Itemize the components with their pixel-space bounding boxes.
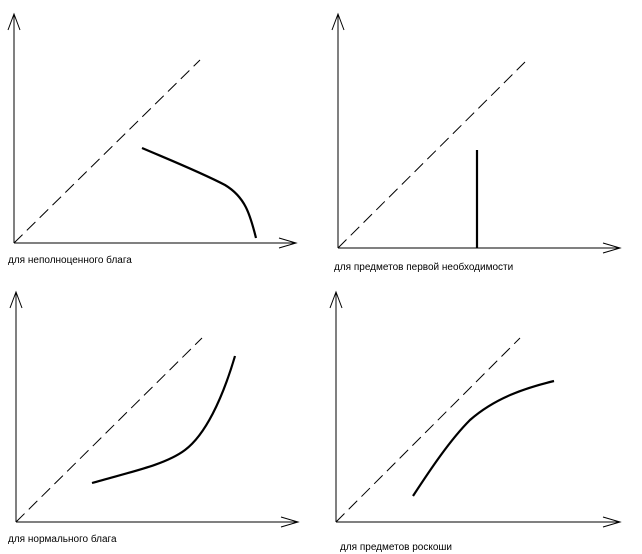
engel-curve [141,146,258,239]
engel-curve [412,379,555,497]
y-axis [331,12,345,248]
y-axis [9,290,23,522]
y-axis [7,12,21,243]
diagonal-dashed-line [15,337,203,523]
panel-caption-inferior: для неполноценного блага [8,255,132,266]
panel-caption-luxury: для предметов роскоши [340,542,453,553]
x-axis [14,237,298,249]
panel-caption-normal: для нормального блага [8,534,117,545]
diagonal-dashed-line [335,337,521,523]
panel-caption-necessity: для предметов первой необходимости [334,262,514,273]
panel-normal [9,290,300,528]
x-axis [338,242,622,254]
y-axis [329,290,343,522]
diagonal-dashed-line [337,61,526,249]
diagonal-dashed-line [13,59,201,244]
engel-curve [91,355,237,485]
x-axis [336,516,622,528]
panel-luxury [329,290,622,528]
x-axis [16,516,300,528]
panel-necessity [331,12,622,254]
panel-inferior [7,12,298,249]
